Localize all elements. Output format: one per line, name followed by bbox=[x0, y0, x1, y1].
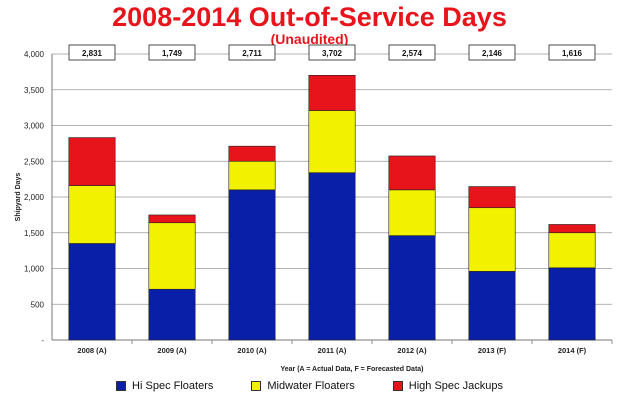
y-tick-label: 3,000 bbox=[24, 122, 45, 131]
bar-segment-hi-spec-floaters bbox=[148, 288, 196, 341]
bar-segment-midwater-floaters bbox=[388, 189, 436, 236]
total-value-label: 2,574 bbox=[402, 49, 423, 58]
total-box bbox=[308, 44, 356, 61]
legend-swatch-midwater-floaters bbox=[251, 381, 262, 391]
total-value-label: 3,702 bbox=[322, 49, 343, 58]
x-tick-label: 2008 (A) bbox=[77, 346, 107, 355]
legend-label-high-spec-jackups: High Spec Jackups bbox=[408, 380, 503, 392]
chart-subtitle: (Unaudited) bbox=[270, 31, 349, 47]
total-value-label: 2,146 bbox=[482, 49, 503, 58]
total-value-label: 2,831 bbox=[82, 49, 103, 58]
total-box bbox=[468, 44, 516, 61]
bar-segment-hi-spec-floaters bbox=[548, 267, 596, 341]
bar-segment-midwater-floaters bbox=[308, 110, 356, 173]
y-tick-label: - bbox=[41, 336, 44, 345]
bar-segment-high-spec-jackups bbox=[228, 145, 276, 162]
y-tick-label: 3,500 bbox=[24, 86, 45, 95]
x-tick-label: 2011 (A) bbox=[318, 346, 347, 355]
total-box bbox=[68, 44, 116, 61]
x-tick-label: 2013 (F) bbox=[478, 346, 507, 355]
bar-segment-midwater-floaters bbox=[548, 232, 596, 269]
bar-segment-high-spec-jackups bbox=[68, 137, 116, 186]
total-value-label: 2,711 bbox=[242, 49, 262, 58]
x-tick-label: 2009 (A) bbox=[157, 346, 187, 355]
bar-segment-hi-spec-floaters bbox=[388, 235, 436, 341]
bar-segment-high-spec-jackups bbox=[388, 155, 436, 191]
legend-label-midwater-floaters: Midwater Floaters bbox=[267, 380, 355, 392]
total-box bbox=[148, 44, 196, 61]
y-tick-label: 1,500 bbox=[24, 229, 45, 238]
legend-swatch-high-spec-jackups bbox=[392, 381, 403, 391]
bar-segment-midwater-floaters bbox=[68, 185, 116, 244]
x-tick-label: 2012 (A) bbox=[397, 346, 427, 355]
bar-segment-high-spec-jackups bbox=[308, 75, 356, 111]
bar-segment-hi-spec-floaters bbox=[468, 271, 516, 341]
x-axis-label: Year (A = Actual Data, F = Forecasted Da… bbox=[280, 366, 423, 373]
legend-swatch-hi-spec-floaters bbox=[116, 381, 127, 391]
bar-segment-hi-spec-floaters bbox=[228, 189, 276, 341]
total-box bbox=[548, 44, 596, 61]
x-tick-label: 2014 (F) bbox=[558, 346, 587, 355]
bar-segment-high-spec-jackups bbox=[468, 186, 516, 209]
legend-item-hi-spec-floaters: Hi Spec Floaters bbox=[116, 380, 213, 392]
y-tick-label: 500 bbox=[31, 300, 45, 309]
legend-item-midwater-floaters: Midwater Floaters bbox=[251, 380, 355, 392]
bar-segment-midwater-floaters bbox=[148, 222, 196, 290]
legend-label-hi-spec-floaters: Hi Spec Floaters bbox=[132, 380, 214, 392]
total-value-label: 1,749 bbox=[162, 49, 183, 58]
y-tick-label: 4,000 bbox=[24, 50, 45, 59]
bar-segment-high-spec-jackups bbox=[148, 214, 196, 224]
bar-segment-midwater-floaters bbox=[468, 207, 516, 272]
bar-segment-high-spec-jackups bbox=[548, 224, 596, 234]
legend-item-high-spec-jackups: High Spec Jackups bbox=[392, 380, 503, 392]
bar-segment-hi-spec-floaters bbox=[68, 243, 116, 341]
y-tick-label: 1,000 bbox=[24, 265, 45, 274]
total-box bbox=[228, 44, 276, 61]
y-tick-label: 2,500 bbox=[24, 157, 45, 166]
legend: Hi Spec Floaters Midwater Floaters High … bbox=[0, 380, 619, 392]
chart-title: 2008-2014 Out-of-Service Days bbox=[112, 2, 507, 32]
y-tick-label: 2,000 bbox=[24, 193, 45, 202]
x-tick-label: 2010 (A) bbox=[237, 346, 267, 355]
y-axis-label: Shipyard Days bbox=[15, 173, 22, 222]
total-box bbox=[388, 44, 436, 61]
bar-segment-midwater-floaters bbox=[228, 160, 276, 191]
bar-segment-hi-spec-floaters bbox=[308, 172, 356, 341]
total-value-label: 1,616 bbox=[562, 49, 583, 58]
